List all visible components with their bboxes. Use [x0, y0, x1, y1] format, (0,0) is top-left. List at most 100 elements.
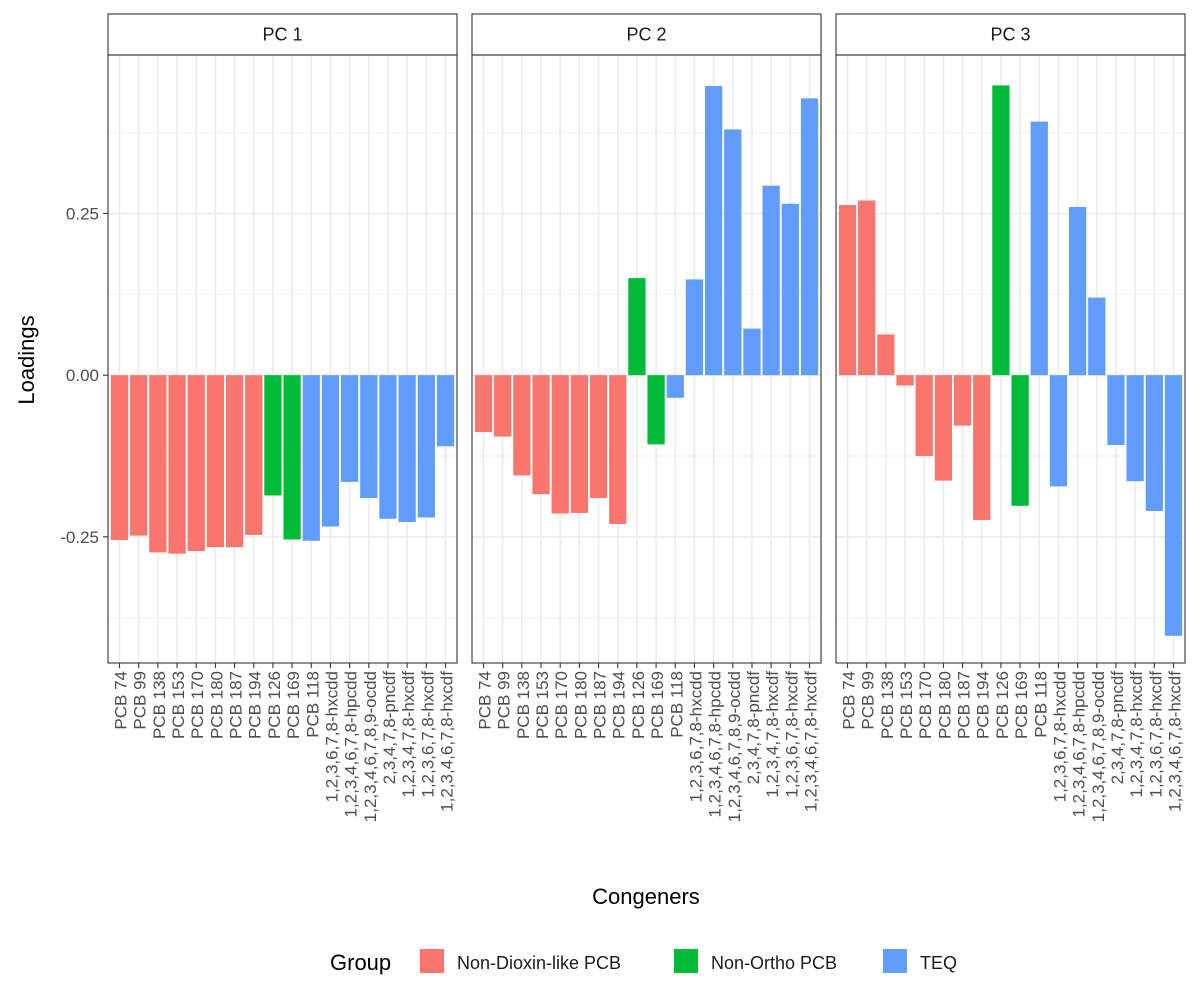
- bar: [417, 375, 435, 518]
- legend-key: [883, 949, 907, 973]
- x-tick-label: 1,2,3,6,7,8-hxcdf: [782, 671, 801, 798]
- bar: [800, 98, 819, 376]
- bar: [743, 328, 761, 376]
- x-tick-label: PCB 118: [303, 671, 322, 738]
- x-tick-label: PCB 138: [150, 671, 169, 739]
- y-tick-label: 0.25: [66, 204, 99, 223]
- bar: [781, 203, 799, 376]
- x-tick-label: PCB 126: [265, 671, 284, 739]
- bar: [321, 375, 340, 527]
- x-tick-label: PCB 118: [1031, 671, 1050, 738]
- bar: [168, 375, 186, 554]
- legend-key: [420, 949, 444, 973]
- bar: [283, 375, 301, 540]
- bar: [360, 375, 378, 499]
- x-tick-label: PCB 194: [246, 671, 265, 739]
- facet-strip-label: PC 1: [262, 25, 302, 45]
- x-tick-label: 1,2,3,4,6,7,8-hxcdf: [1165, 671, 1184, 812]
- bar: [609, 375, 627, 524]
- bar: [206, 375, 225, 548]
- legend-label: Non-Ortho PCB: [711, 953, 837, 973]
- x-tick-label: 1,2,3,6,7,8-hxcdd: [686, 671, 705, 802]
- x-tick-label: 1,2,3,4,6,7,8-hpcdd: [1070, 671, 1089, 818]
- bar: [1088, 297, 1106, 376]
- x-tick-label: PCB 74: [840, 671, 859, 730]
- bar: [245, 375, 263, 535]
- bar: [915, 375, 933, 457]
- x-tick-label: PCB 180: [935, 671, 954, 739]
- bar: [762, 185, 780, 376]
- x-tick-label: 1,2,3,4,6,7,8,9-ocdd: [1089, 671, 1108, 822]
- legend: Group Non-Dioxin-like PCB Non-Ortho PCB TE…: [330, 949, 957, 975]
- x-tick-label: 1,2,3,4,6,7,8-hpcdd: [706, 671, 725, 818]
- bar: [264, 375, 282, 496]
- x-tick-label: PCB 99: [859, 671, 878, 730]
- bar: [532, 375, 550, 495]
- facet-strip-label: PC 2: [626, 25, 666, 45]
- bar: [858, 200, 876, 376]
- legend-label: Non-Dioxin-like PCB: [457, 953, 621, 973]
- bar: [647, 375, 665, 445]
- x-tick-label: PCB 126: [993, 671, 1012, 739]
- x-tick-label: PCB 180: [571, 671, 590, 739]
- x-tick-label: PCB 138: [514, 671, 533, 739]
- y-axis-title: Loadings: [14, 315, 39, 404]
- bar: [225, 375, 244, 548]
- bar: [187, 375, 205, 552]
- x-tick-label: 2,3,4,7,8-pncdf: [380, 671, 399, 785]
- x-tick-label: PCB 194: [974, 671, 993, 739]
- bar: [130, 375, 148, 536]
- bar: [1164, 375, 1183, 636]
- bar: [398, 375, 416, 522]
- panel-border: [107, 54, 458, 664]
- bar: [149, 375, 167, 553]
- facet-strip: [471, 13, 822, 56]
- bar: [1107, 375, 1125, 446]
- x-tick-label: 1,2,3,4,6,7,8-hxcdf: [437, 671, 456, 812]
- bar: [589, 375, 608, 499]
- bar: [1126, 375, 1144, 482]
- x-tick-label: 1,2,3,4,7,8-hxcdf: [1127, 671, 1146, 798]
- legend-title: Group: [330, 950, 391, 975]
- bar: [302, 375, 320, 541]
- bar: [1030, 121, 1048, 376]
- x-tick-label: PCB 74: [476, 671, 495, 730]
- bar: [953, 375, 972, 426]
- x-tick-label: PCB 126: [629, 671, 648, 739]
- bar: [436, 375, 455, 447]
- x-tick-label: 1,2,3,6,7,8-hxcdd: [1050, 671, 1069, 802]
- facet-strip-label: PC 3: [990, 25, 1030, 45]
- legend-label: TEQ: [920, 953, 957, 973]
- bar: [1068, 207, 1087, 376]
- x-tick-label: 1,2,3,6,7,8-hxcdd: [322, 671, 341, 802]
- bar: [973, 375, 991, 521]
- x-tick-label: PCB 194: [610, 671, 629, 739]
- x-tick-label: 1,2,3,4,7,8-hxcdf: [763, 671, 782, 798]
- x-tick-label: PCB 169: [284, 671, 303, 739]
- bar: [877, 334, 895, 376]
- facet-strip: [835, 13, 1186, 56]
- bar: [570, 375, 589, 513]
- x-tick-label: 1,2,3,6,7,8-hxcdf: [1146, 671, 1165, 798]
- bar: [934, 375, 953, 481]
- x-tick-label: 1,2,3,4,6,7,8,9-ocdd: [361, 671, 380, 822]
- x-tick-label: PCB 138: [878, 671, 897, 739]
- bar: [494, 375, 512, 437]
- x-tick-label: PCB 180: [207, 671, 226, 739]
- bar: [379, 375, 397, 519]
- bar: [474, 375, 493, 433]
- facet-strip: [107, 13, 458, 56]
- x-tick-label: 1,2,3,6,7,8-hxcdf: [418, 671, 437, 798]
- x-tick-label: 1,2,3,4,6,7,8-hxcdf: [801, 671, 820, 812]
- panel-border: [471, 54, 822, 664]
- x-tick-label: PCB 99: [495, 671, 514, 730]
- bar: [340, 375, 359, 482]
- bar: [110, 375, 129, 541]
- x-axis-title: Congeners: [592, 884, 700, 909]
- bar: [704, 86, 723, 376]
- bar: [724, 129, 742, 376]
